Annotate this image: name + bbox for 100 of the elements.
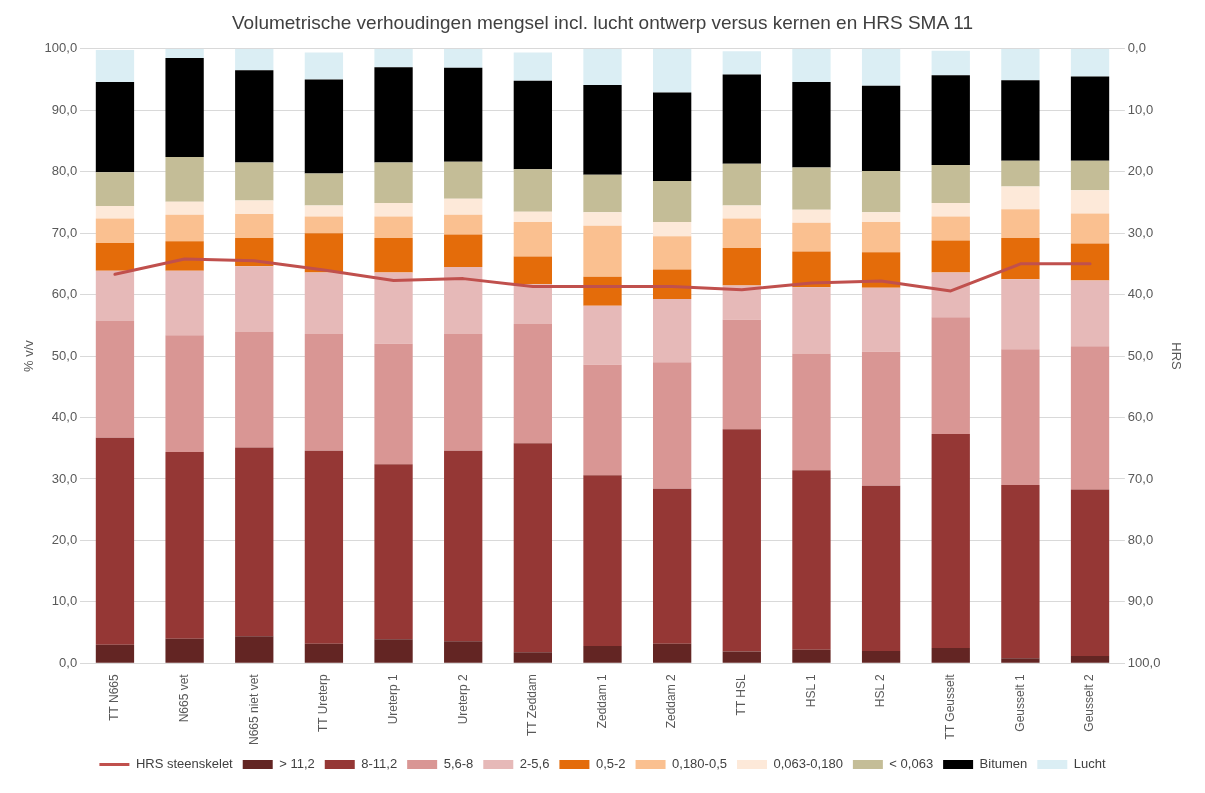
bar	[235, 214, 274, 239]
bar	[1070, 655, 1110, 663]
bar	[1001, 485, 1040, 659]
x-tick-label: TT HSL	[734, 673, 749, 716]
bar	[653, 298, 692, 363]
bar	[861, 85, 901, 172]
bar	[513, 52, 552, 81]
bar	[861, 252, 901, 288]
x-tick-label: N665 niet vet	[246, 673, 261, 746]
x-tick-label: Ureterp 1	[385, 673, 400, 725]
bar	[1001, 658, 1040, 663]
y2-tick-label: 80,0	[1127, 531, 1154, 547]
x-tick-label: Geusselt 2	[1082, 673, 1097, 732]
bar	[95, 437, 135, 645]
y2-tick-label: 10,0	[1127, 101, 1154, 117]
bar	[653, 48, 692, 93]
bar	[304, 233, 344, 273]
y-tick-label: 50,0	[51, 347, 78, 363]
x-tick-label: TT Zeddam	[525, 674, 540, 737]
bar	[165, 156, 204, 202]
x-tick-label: Geusselt 1	[1012, 673, 1027, 732]
legend-label: Lucht	[1073, 756, 1106, 772]
bar	[792, 287, 831, 354]
bar	[792, 81, 831, 168]
bar	[374, 343, 413, 465]
bar	[861, 212, 901, 223]
bar	[235, 70, 274, 163]
y-axis-title: % v/v	[21, 339, 37, 372]
bar	[1001, 279, 1040, 350]
bar	[444, 198, 483, 215]
y-tick-label: 0,0	[59, 654, 78, 670]
y2-tick-label: 20,0	[1127, 163, 1154, 179]
bar	[165, 48, 204, 59]
bar	[722, 51, 761, 75]
bar	[304, 205, 344, 217]
bar	[861, 171, 901, 213]
y2-tick-label: 60,0	[1127, 409, 1154, 425]
y-tick-label: 70,0	[51, 224, 78, 240]
bar	[583, 225, 622, 277]
bar	[95, 321, 135, 438]
bar	[165, 270, 204, 336]
bar	[653, 180, 692, 223]
bar	[374, 238, 413, 273]
bar	[722, 163, 761, 206]
y2-tick-label: 50,0	[1127, 347, 1154, 363]
x-tick-label: Zeddam 1	[594, 673, 609, 729]
bar	[165, 335, 204, 452]
bar	[95, 270, 135, 322]
x-tick-label: TT Geusselt	[943, 673, 958, 740]
bar	[583, 475, 622, 647]
bar	[235, 636, 274, 663]
bar	[1070, 76, 1110, 161]
bar	[304, 52, 344, 80]
bar	[165, 58, 204, 157]
bar	[165, 451, 204, 639]
y2-tick-label: 100,0	[1127, 654, 1161, 670]
bar	[583, 48, 622, 86]
bar	[374, 162, 413, 204]
bar	[792, 353, 831, 471]
bar	[792, 167, 831, 210]
bar	[1070, 346, 1110, 490]
bar	[1001, 48, 1040, 81]
bar	[304, 79, 344, 174]
bar	[374, 203, 413, 217]
bar	[861, 651, 901, 663]
bar	[513, 284, 552, 325]
bar	[792, 48, 831, 82]
bar	[653, 236, 692, 270]
bar	[444, 214, 483, 235]
bar	[304, 643, 344, 663]
bar	[1001, 80, 1040, 161]
bar	[1001, 238, 1040, 280]
bar	[513, 80, 552, 170]
legend-label: Bitumen	[979, 756, 1028, 772]
bar	[304, 272, 344, 334]
bar	[513, 443, 552, 653]
bar	[1070, 160, 1110, 191]
bar	[165, 241, 204, 271]
bar	[722, 285, 761, 320]
bar	[1001, 349, 1040, 486]
y-tick-label: 80,0	[51, 163, 78, 179]
bar	[304, 216, 344, 234]
y2-tick-label: 0,0	[1127, 40, 1146, 56]
bar	[235, 447, 274, 637]
y-tick-label: 100,0	[44, 40, 78, 56]
bar	[653, 92, 692, 181]
bar	[722, 218, 761, 248]
bar	[165, 638, 204, 663]
bar	[931, 164, 970, 204]
bar	[1070, 489, 1110, 656]
x-tick-label: N665 vet	[176, 673, 191, 723]
bar	[444, 641, 483, 663]
bar	[95, 206, 135, 219]
y2-tick-label: 90,0	[1127, 593, 1154, 609]
bar	[583, 85, 622, 175]
bar	[95, 242, 135, 271]
legend-label: > 11,2	[279, 756, 315, 772]
bar	[95, 50, 135, 82]
bar	[931, 240, 970, 273]
legend-label: 0,063-0,180	[773, 756, 843, 772]
